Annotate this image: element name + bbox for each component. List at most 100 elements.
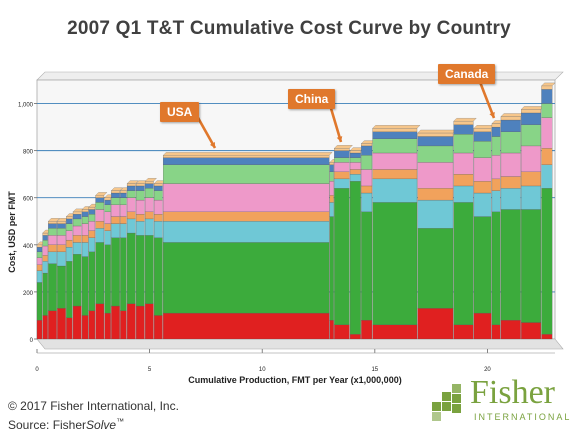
bar-segment — [349, 334, 361, 340]
bar-segment — [500, 131, 521, 154]
bar-segment — [473, 141, 492, 158]
bar-segment — [153, 221, 163, 238]
x-tick-label: 10 — [259, 367, 266, 373]
bar-segment — [57, 251, 66, 267]
bar-segment — [417, 188, 454, 201]
bar-segment — [361, 211, 373, 321]
y-tick-label: 400 — [23, 244, 34, 250]
bar-segment — [88, 237, 96, 253]
bar-segment — [153, 185, 163, 191]
bar-segment — [349, 169, 361, 175]
bar-segment — [329, 181, 334, 196]
bar-segment — [72, 254, 82, 307]
bar-segment — [453, 152, 474, 175]
callout-arrowhead — [489, 112, 495, 118]
bar-segment — [120, 190, 127, 194]
bar-segment — [42, 232, 48, 236]
bar-segment — [521, 322, 542, 340]
bar-segment — [36, 264, 43, 271]
bar-segment — [144, 181, 154, 184]
bar-segment — [42, 245, 48, 256]
bar-segment — [72, 214, 82, 220]
bar-segment — [36, 247, 43, 253]
logo-mark-icon — [432, 384, 468, 421]
bar-segment — [36, 257, 43, 265]
bar-segment — [144, 235, 154, 304]
bar-segment — [334, 324, 350, 340]
bar-segment — [88, 251, 96, 311]
bar-segment — [81, 315, 89, 340]
bar-segment — [162, 312, 330, 340]
bar-segment — [88, 221, 96, 231]
bar-top — [110, 187, 124, 191]
bar-segment — [81, 211, 89, 217]
bar-segment — [66, 223, 73, 231]
bar-segment — [120, 204, 127, 217]
bar-segment — [135, 185, 145, 191]
bar-segment — [135, 214, 145, 222]
bar-segment — [329, 171, 334, 182]
bar-segment — [72, 242, 82, 255]
bar-segment — [144, 183, 154, 189]
bar-segment — [491, 190, 501, 212]
bar-segment — [521, 112, 542, 125]
bar-segment — [126, 190, 136, 198]
bar-segment — [81, 216, 89, 224]
bar-segment — [473, 131, 492, 142]
bar-segment — [153, 315, 163, 340]
bar-segment — [361, 169, 373, 187]
bar-segment — [104, 211, 111, 224]
bar-segment — [162, 155, 330, 158]
bar-top — [500, 113, 524, 117]
bar-segment — [95, 209, 105, 222]
bar-segment — [126, 232, 136, 304]
bar-segment — [126, 211, 136, 220]
bar-segment — [111, 192, 120, 198]
bar-segment — [95, 221, 105, 229]
bar-segment — [36, 251, 43, 258]
bar-segment — [48, 244, 57, 253]
bar-segment — [126, 185, 136, 191]
bar-segment — [361, 320, 373, 340]
axes: 0 200 400 600 800 1,000 0 5 10 15 20 — [18, 81, 555, 373]
y-tick-label: 1,000 — [18, 103, 34, 109]
bar-segment — [491, 126, 501, 137]
bar-segment — [372, 128, 418, 132]
bar-segment — [144, 218, 154, 236]
bar-segment — [372, 152, 418, 170]
x-tick-label: 0 — [35, 367, 39, 373]
callout-arrowhead — [209, 142, 215, 148]
callout-china: China — [288, 89, 336, 109]
bar-segment — [88, 230, 96, 238]
callout-arrow — [195, 115, 217, 149]
bar-segment — [491, 211, 501, 325]
bar-segment — [334, 188, 350, 325]
bar-segment — [66, 230, 73, 241]
bar-segment — [48, 263, 57, 311]
bar-segment — [48, 310, 57, 340]
bar-segment — [521, 124, 542, 147]
bar-segment — [491, 155, 501, 180]
bar-segment — [500, 176, 521, 189]
bar-segment — [95, 228, 105, 243]
bar-segment — [104, 197, 111, 201]
bar-segment — [111, 237, 120, 307]
bar-segment — [72, 235, 82, 243]
bar-segment — [57, 221, 66, 224]
y-tick-label: 600 — [23, 197, 34, 203]
bar-segment — [95, 303, 105, 340]
bar-segment — [66, 317, 73, 340]
bar-segment — [417, 132, 454, 137]
bar-segment — [541, 334, 553, 340]
bar-segment — [453, 185, 474, 203]
bar-segment — [417, 136, 454, 147]
bar-segment — [81, 223, 89, 236]
bar-segment — [500, 188, 521, 210]
bar-segment — [36, 244, 43, 248]
bar-segment — [453, 202, 474, 325]
bar-segment — [66, 218, 73, 224]
bar-segment — [48, 221, 57, 224]
bar-segment — [361, 192, 373, 212]
y-tick-label: 800 — [23, 150, 34, 156]
